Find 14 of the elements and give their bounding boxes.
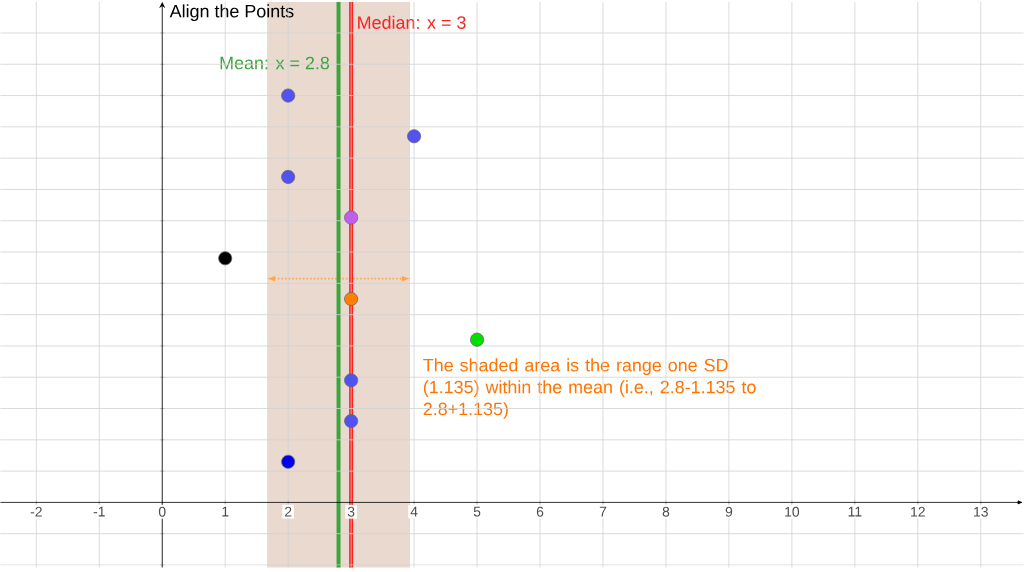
- point: [218, 251, 233, 266]
- point: [281, 88, 296, 103]
- point: [470, 332, 485, 347]
- ref-line-label: Mean: x = 2.8: [220, 56, 330, 70]
- point: [281, 454, 296, 469]
- point: [344, 292, 359, 307]
- point: [344, 210, 359, 225]
- point: [344, 373, 359, 388]
- ref-line-label: Median: x = 3: [358, 15, 466, 30]
- point: [407, 129, 422, 144]
- point: [281, 170, 296, 185]
- annotation: The shaded area is the range one SD (1.135) within the mean (i.e., 2.8-1.135 to 2.8+1.135): [423, 358, 756, 420]
- point: [344, 414, 359, 429]
- text: Align the Points: [169, 4, 294, 22]
